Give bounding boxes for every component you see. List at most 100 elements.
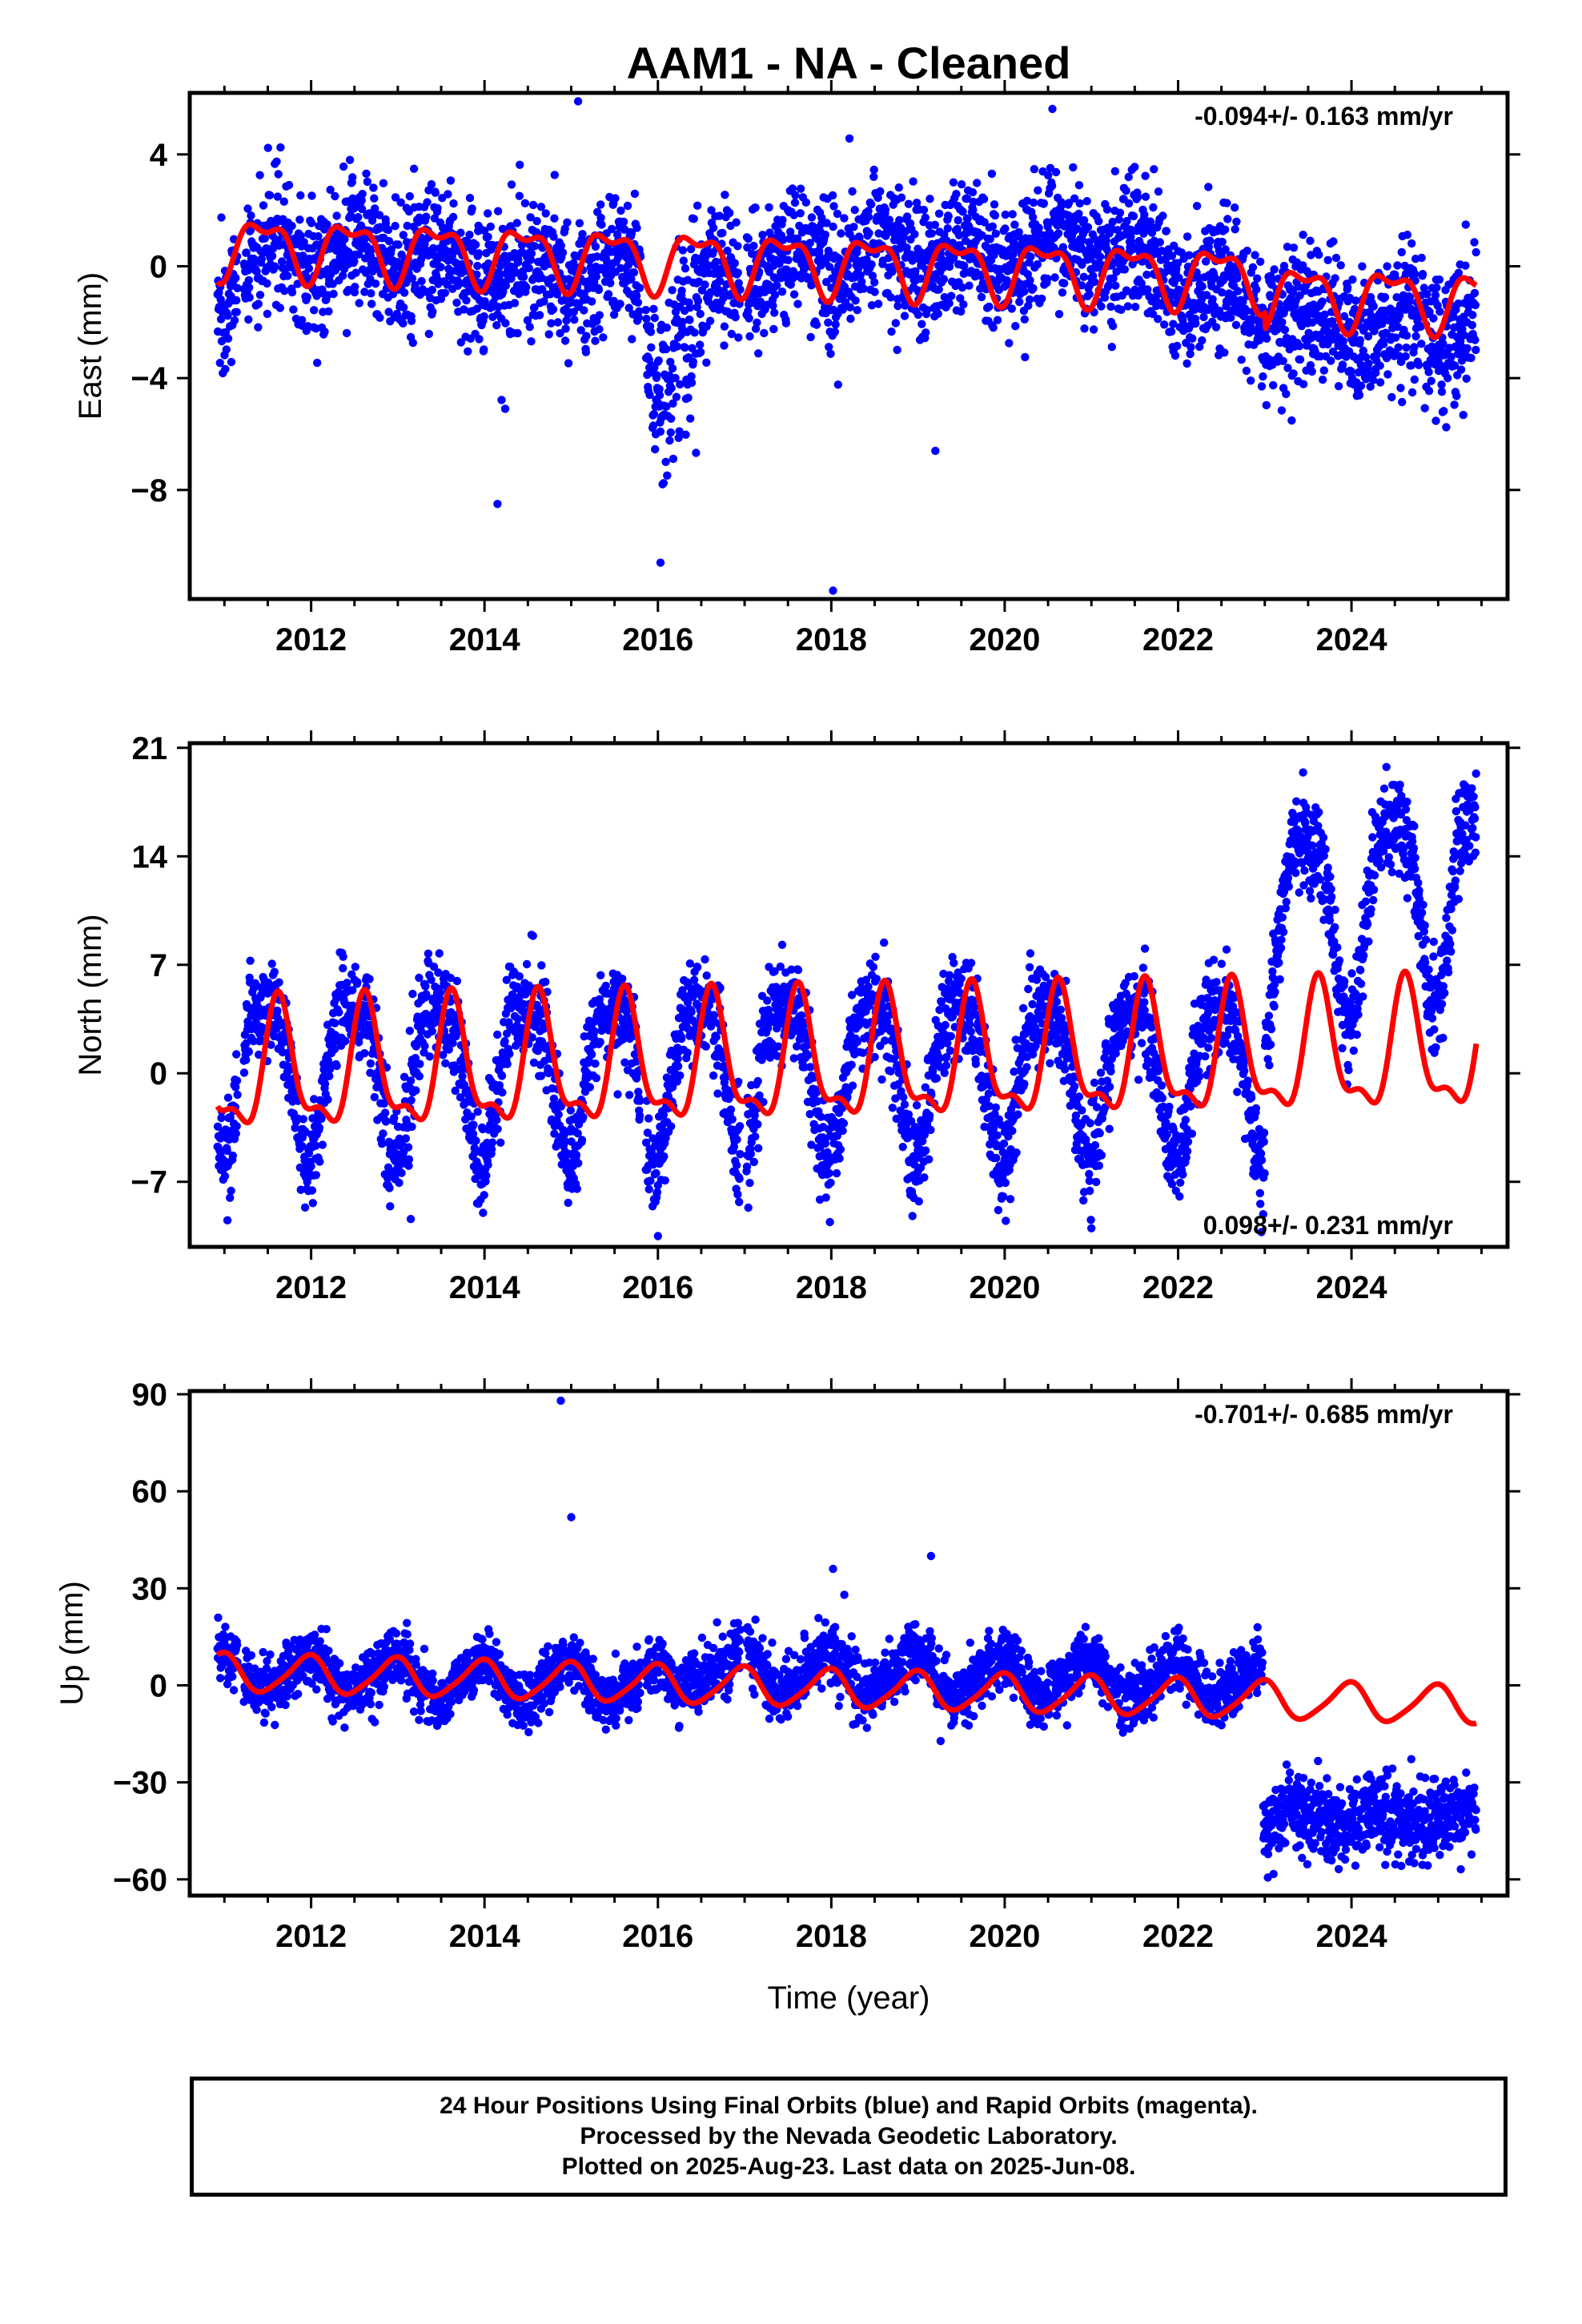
east-point <box>244 275 253 285</box>
east-point <box>632 223 641 232</box>
east-point <box>973 179 982 187</box>
east-point <box>1079 272 1088 281</box>
east-point <box>233 283 242 292</box>
east-point <box>611 194 620 203</box>
east-point <box>462 296 471 305</box>
east-point <box>822 219 831 227</box>
east-point <box>1026 252 1035 261</box>
east-point <box>436 263 445 271</box>
east-point <box>1280 325 1290 335</box>
east-point <box>520 199 530 207</box>
east-point <box>667 384 676 392</box>
east-point <box>532 216 541 226</box>
east-point <box>1223 215 1232 223</box>
east-point <box>857 277 866 286</box>
x-tick-label: 2020 <box>969 622 1040 657</box>
east-point <box>541 209 550 218</box>
east-point <box>351 268 360 277</box>
east-point <box>851 296 860 305</box>
north-point <box>404 1155 414 1164</box>
east-point <box>1050 273 1059 282</box>
east-point <box>1085 290 1094 299</box>
east-point <box>805 239 814 247</box>
north-point <box>702 971 711 980</box>
east-point <box>561 324 570 333</box>
east-point <box>902 212 912 221</box>
east-point <box>1014 227 1023 237</box>
east-point <box>677 286 686 296</box>
east-point <box>1470 288 1480 298</box>
east-point <box>1141 192 1150 201</box>
east-point <box>1402 331 1411 340</box>
east-point <box>633 298 643 307</box>
east-point <box>968 187 978 197</box>
east-point <box>988 222 998 231</box>
east-point <box>796 184 805 193</box>
east-point <box>751 324 761 333</box>
north-point <box>228 1151 237 1160</box>
north-point <box>370 1092 379 1102</box>
east-point <box>1247 376 1255 385</box>
east-point <box>649 304 658 313</box>
east-point <box>1295 355 1305 364</box>
east-point <box>990 251 998 259</box>
east-point <box>779 235 788 244</box>
east-point <box>634 313 643 322</box>
east-point <box>263 143 272 152</box>
east-point <box>681 264 690 273</box>
east-point <box>592 272 600 281</box>
east-point <box>1375 361 1384 370</box>
east-point <box>431 188 440 197</box>
east-point <box>1299 231 1307 239</box>
east-point <box>1437 380 1446 389</box>
north-point <box>428 1027 436 1036</box>
east-point <box>652 371 661 380</box>
north-point <box>421 982 430 991</box>
east-point <box>969 206 978 215</box>
east-point <box>526 255 536 264</box>
north-point <box>505 1049 514 1059</box>
east-point <box>669 399 677 408</box>
east-point <box>1437 388 1447 396</box>
east-point <box>456 338 465 347</box>
east-point <box>1154 315 1162 324</box>
east-point <box>405 191 414 201</box>
east-point <box>662 402 671 411</box>
east-point <box>468 204 476 213</box>
east-point <box>1182 359 1191 368</box>
east-point <box>480 227 489 235</box>
east-point <box>1427 376 1435 385</box>
north-point <box>379 1129 387 1138</box>
east-point <box>689 215 698 223</box>
north-point <box>239 1068 249 1077</box>
north-point <box>242 1055 251 1064</box>
east-point <box>859 284 869 293</box>
east-point <box>1160 320 1169 329</box>
east-point <box>1459 411 1468 420</box>
east-point <box>849 223 858 231</box>
east-point <box>1256 257 1265 266</box>
east-point <box>475 335 484 344</box>
east-point <box>689 357 697 366</box>
east-point <box>1371 368 1380 377</box>
east-point <box>279 197 288 206</box>
east-point <box>678 317 687 327</box>
east-point <box>1095 252 1105 261</box>
east-point <box>837 229 845 238</box>
east-point <box>304 264 314 273</box>
east-point <box>732 218 741 227</box>
north-point <box>408 1122 416 1132</box>
north-point <box>564 1198 572 1208</box>
east-point <box>789 290 799 299</box>
east-point <box>954 215 962 225</box>
east-point <box>591 336 600 345</box>
east-point <box>1025 295 1034 304</box>
east-point <box>576 326 585 335</box>
east-point <box>647 343 656 352</box>
north-point <box>572 1184 581 1193</box>
north-point <box>244 1047 253 1056</box>
east-point <box>1232 217 1241 226</box>
east-point <box>1106 302 1115 312</box>
north-point <box>343 979 351 987</box>
east-point <box>1470 238 1479 247</box>
